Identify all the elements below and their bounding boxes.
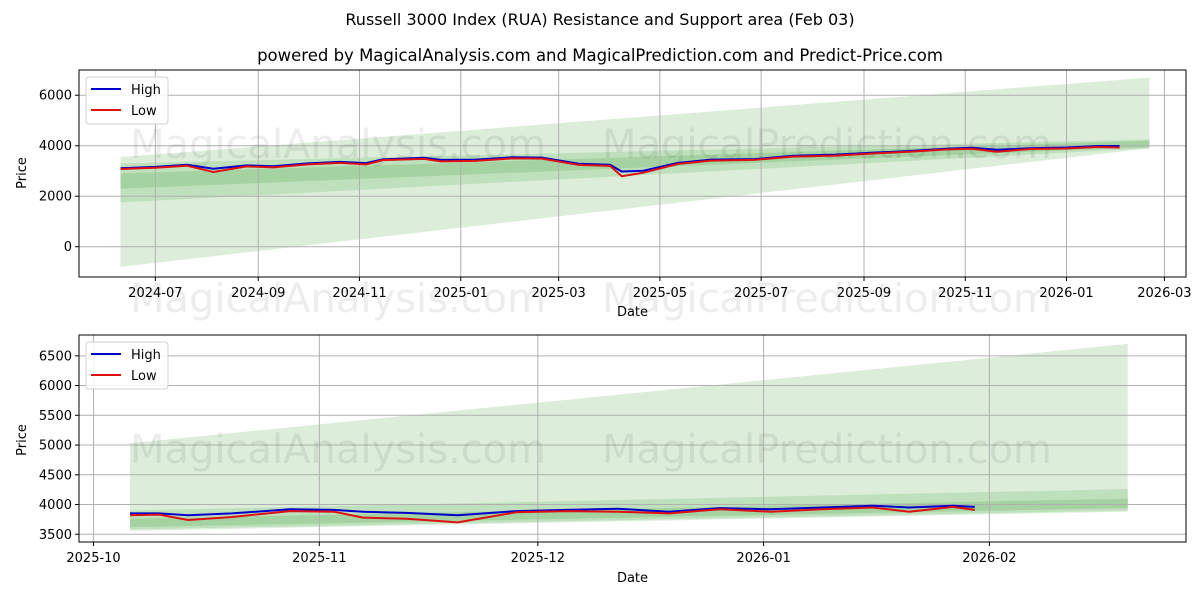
legend-low-label: Low	[131, 104, 157, 119]
x-tick-label: 2026-01	[1039, 286, 1093, 301]
x-axis-label: Date	[617, 305, 648, 320]
x-tick-label: 2025-11	[938, 286, 992, 301]
legend: High Low	[85, 76, 169, 125]
axes-frame	[78, 334, 1187, 543]
y-tick-label: 6000	[39, 379, 72, 394]
band-outer-support-resistance	[129, 343, 1128, 531]
x-tick-label: 2026-03	[1137, 286, 1191, 301]
chart-panel-2: MagicalAnalysis.com MagicalPrediction.com…	[15, 334, 1187, 586]
legend-low-label: Low	[131, 369, 157, 384]
x-tick-label: 2026-01	[736, 551, 790, 566]
x-tick-label: 2024-09	[231, 286, 285, 301]
y-tick-label: 6500	[39, 349, 72, 364]
y-tick-label: 0	[64, 240, 72, 255]
chart-title: Russell 3000 Index (RUA) Resistance and …	[345, 10, 855, 29]
y-tick-label: 5500	[39, 409, 72, 424]
x-tick-label: 2025-05	[633, 286, 687, 301]
x-tick-label: 2024-07	[128, 286, 182, 301]
chart-subtitle: powered by MagicalAnalysis.com and Magic…	[257, 46, 943, 65]
watermark-prediction-lower: MagicalPrediction.com	[602, 276, 1052, 322]
y-tick-label: 3500	[39, 528, 72, 543]
watermark-prediction: MagicalPrediction.com	[602, 122, 1052, 168]
series-low-line	[129, 505, 975, 524]
x-tick-label: 2026-02	[962, 551, 1016, 566]
legend-high-label: High	[131, 348, 161, 363]
x-tick-label: 2025-09	[837, 286, 891, 301]
y-tick-label: 2000	[39, 190, 72, 205]
y-tick-label: 4000	[39, 139, 72, 154]
x-tick-label: 2025-01	[434, 286, 488, 301]
watermark-analysis: MagicalAnalysis.com	[130, 427, 546, 473]
legend: High Low	[85, 341, 169, 390]
x-tick-label: 2025-10	[66, 551, 120, 566]
axes-frame	[78, 69, 1187, 278]
chart-panel-1: MagicalAnalysis.com MagicalPrediction.com…	[15, 69, 1192, 320]
watermark-prediction: MagicalPrediction.com	[602, 427, 1052, 473]
y-tick-label: 4500	[39, 468, 72, 483]
x-tick-label: 2025-12	[511, 551, 565, 566]
series-low-line	[120, 146, 1120, 178]
watermark-analysis-lower: MagicalAnalysis.com	[130, 276, 546, 322]
y-tick-label: 5000	[39, 439, 72, 454]
y-axis-label: Price	[15, 424, 30, 456]
y-tick-label: 4000	[39, 498, 72, 513]
x-axis-label: Date	[617, 571, 648, 586]
x-tick-label: 2025-03	[531, 286, 585, 301]
x-tick-label: 2025-07	[734, 286, 788, 301]
x-tick-label: 2025-11	[292, 551, 346, 566]
legend-high-label: High	[131, 83, 161, 98]
y-axis-label: Price	[15, 157, 30, 189]
series-high-line	[130, 504, 975, 517]
x-tick-label: 2024-11	[332, 286, 386, 301]
y-tick-label: 6000	[39, 89, 72, 104]
